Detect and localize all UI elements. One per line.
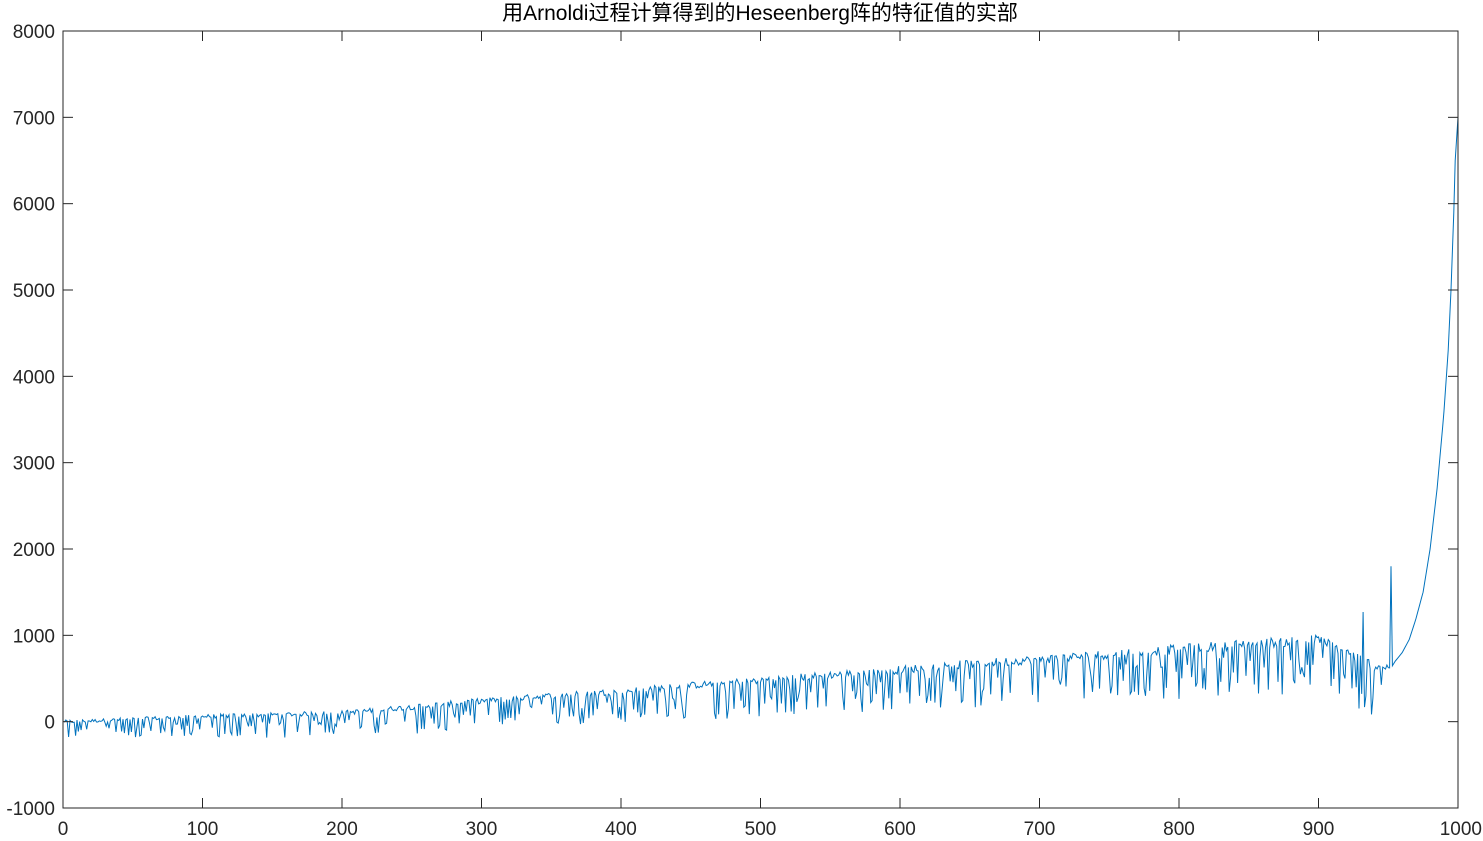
y-tick-label: 8000	[13, 22, 55, 43]
x-tick-label: 1000	[1440, 819, 1482, 840]
y-tick-label: 5000	[13, 281, 55, 302]
plot-background	[63, 31, 1458, 808]
x-axis: 0 100 200 300 400 500 600 700 800 900 1000	[58, 31, 1482, 840]
chart-title: 用Arnoldi过程计算得到的Heseenberg阵的特征值的实部	[502, 2, 1018, 25]
y-tick-label: 2000	[13, 540, 55, 561]
y-tick-label: 7000	[13, 108, 55, 129]
x-tick-label: 700	[1024, 819, 1056, 840]
series-layer	[63, 117, 1459, 738]
y-tick-label: 6000	[13, 195, 55, 216]
y-axis: -1000 0 1000 2000 3000 4000 5000 6000 7000 8000	[6, 22, 1458, 820]
y-tick-label: 3000	[13, 454, 55, 475]
y-tick-label: 4000	[13, 367, 55, 388]
x-tick-label: 600	[884, 819, 916, 840]
x-tick-label: 300	[466, 819, 498, 840]
x-tick-label: 200	[326, 819, 358, 840]
y-tick-label: -1000	[6, 799, 55, 820]
x-tick-label: 0	[58, 819, 69, 840]
x-tick-label: 100	[187, 819, 219, 840]
x-tick-label: 800	[1163, 819, 1195, 840]
series-line	[63, 117, 1459, 738]
x-tick-label: 500	[745, 819, 777, 840]
y-tick-label: 0	[44, 713, 55, 734]
x-tick-label: 900	[1303, 819, 1335, 840]
x-tick-label: 400	[605, 819, 637, 840]
y-tick-label: 1000	[13, 626, 55, 647]
